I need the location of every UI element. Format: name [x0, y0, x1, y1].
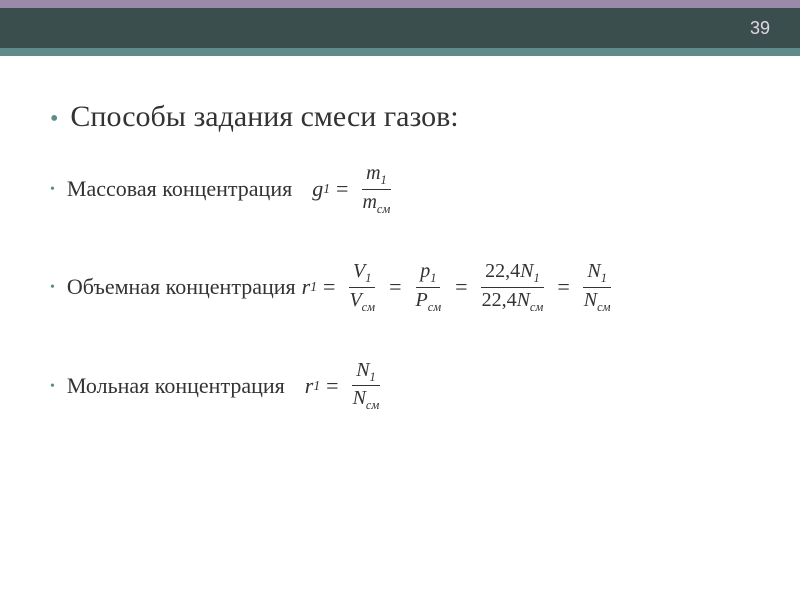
- formula-sub: см: [362, 300, 375, 314]
- formula-var: r: [302, 274, 311, 300]
- fraction: N1 Nсм: [349, 359, 384, 413]
- formula-var: N: [353, 387, 366, 409]
- title-text: Способы задания смеси газов:: [70, 100, 458, 134]
- bullet-icon: •: [50, 106, 58, 133]
- equals-sign: =: [326, 373, 338, 399]
- fraction: V1 Vсм: [345, 260, 379, 314]
- slide-content: • Способы задания смеси газов: • Массова…: [50, 100, 750, 457]
- formula-volume: r1 = V1 Vсм = p1 Pсм = 22,4N1 22,4Nсм = …: [302, 260, 619, 314]
- slide-number: 39: [750, 18, 770, 39]
- equals-sign: =: [455, 274, 467, 300]
- formula-var: m: [362, 191, 376, 213]
- formula-var: N: [356, 359, 369, 381]
- equals-sign: =: [557, 274, 569, 300]
- formula-var: g: [312, 176, 323, 202]
- item-label: Мольная концентрация: [67, 373, 285, 399]
- accent-strip-bottom: [0, 48, 800, 56]
- formula-molar: r1 = N1 Nсм: [305, 359, 388, 413]
- slide-title: • Способы задания смеси газов:: [50, 100, 750, 134]
- bullet-icon: •: [50, 182, 55, 198]
- bullet-icon: •: [50, 280, 55, 296]
- fraction: p1 Pсм: [412, 260, 446, 314]
- formula-literal: 22,4: [482, 289, 517, 311]
- formula-var: N: [587, 260, 600, 282]
- formula-sub: см: [428, 300, 441, 314]
- equals-sign: =: [389, 274, 401, 300]
- formula-mass: g1 = m1 mсм: [312, 162, 398, 216]
- formula-var: p: [420, 260, 430, 282]
- equals-sign: =: [323, 274, 335, 300]
- formula-var: m: [366, 162, 380, 184]
- accent-strip-top: [0, 0, 800, 8]
- item-label: Объемная концентрация: [67, 274, 296, 300]
- formula-sub: 1: [381, 173, 387, 187]
- formula-literal: 22,4: [485, 260, 520, 282]
- formula-sub: 1: [601, 271, 607, 285]
- formula-sub: см: [530, 300, 543, 314]
- formula-var: N: [520, 260, 533, 282]
- item-label: Массовая концентрация: [67, 176, 292, 202]
- fraction: 22,4N1 22,4Nсм: [478, 260, 548, 314]
- formula-sub: 1: [323, 181, 330, 197]
- fraction: N1 Nсм: [580, 260, 615, 314]
- formula-sub: 1: [313, 378, 320, 394]
- bullet-icon: •: [50, 379, 55, 395]
- formula-sub: 1: [370, 370, 376, 384]
- list-item: • Мольная концентрация r1 = N1 Nсм: [50, 359, 750, 413]
- list-item: • Массовая концентрация g1 = m1 mсм: [50, 162, 750, 216]
- formula-sub: 1: [365, 271, 371, 285]
- formula-sub: см: [366, 398, 379, 412]
- formula-sub: см: [377, 202, 390, 216]
- formula-var: V: [349, 289, 361, 311]
- formula-var: N: [517, 289, 530, 311]
- header-bar: 39: [0, 0, 800, 56]
- formula-var: N: [584, 289, 597, 311]
- formula-sub: 1: [534, 271, 540, 285]
- title-bar-dark: 39: [0, 8, 800, 48]
- formula-sub: см: [597, 300, 610, 314]
- list-item: • Объемная концентрация r1 = V1 Vсм = p1…: [50, 260, 750, 314]
- equals-sign: =: [336, 176, 348, 202]
- formula-var: r: [305, 373, 314, 399]
- formula-var: V: [353, 260, 365, 282]
- formula-sub: 1: [430, 271, 436, 285]
- formula-sub: 1: [310, 279, 317, 295]
- formula-var: P: [416, 289, 428, 311]
- fraction: m1 mсм: [358, 162, 394, 216]
